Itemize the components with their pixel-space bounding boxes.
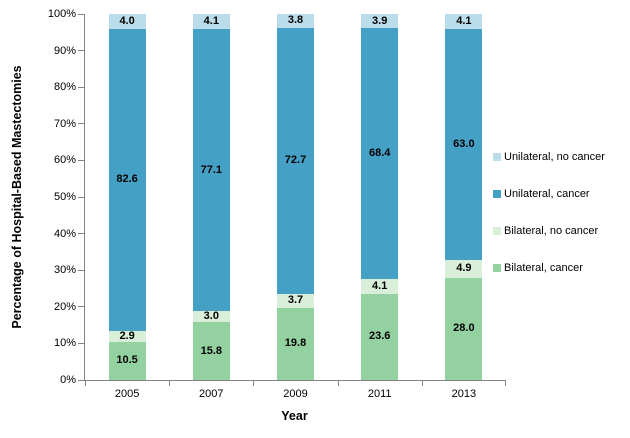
- y-tick-label: 100%: [47, 8, 76, 20]
- y-axis-tick: [78, 233, 84, 235]
- bar-segment-2009-unilateral-no-cancer: 3.8: [277, 14, 314, 28]
- y-axis-tick: [78, 13, 84, 15]
- bar-value-label: 77.1: [200, 163, 222, 176]
- y-axis-tick: [78, 123, 84, 125]
- bar-segment-2009-bilateral-cancer: 19.8: [277, 307, 314, 380]
- bar-value-label: 3.7: [287, 294, 304, 307]
- bar-value-label: 3.0: [203, 310, 219, 323]
- y-axis-tick: [78, 342, 84, 344]
- y-tick-label: 0%: [60, 374, 76, 386]
- y-axis-tick: [78, 50, 84, 52]
- y-tick-label: 20%: [53, 300, 76, 313]
- bar-segment-2005-unilateral-no-cancer: 4.0: [108, 14, 146, 29]
- bar-value-label: 4.0: [119, 14, 135, 27]
- legend-label: Bilateral, cancer: [504, 262, 583, 274]
- y-tick-label: 60%: [53, 154, 76, 167]
- bar-segment-2009-bilateral-no-cancer: 3.7: [277, 294, 314, 308]
- legend-label: Bilateral, no cancer: [504, 225, 599, 237]
- y-axis-tick: [78, 86, 84, 88]
- y-axis-title: Percentage of Hospital-Based Mastectomie…: [10, 65, 24, 329]
- legend-item-bilateral-cancer: Bilateral, cancer: [493, 258, 605, 278]
- bar-segment-2011-unilateral-cancer: 68.4: [361, 28, 399, 279]
- bar-segment-2007-bilateral-cancer: 15.8: [192, 322, 230, 380]
- bar-value-label: 23.6: [368, 330, 391, 343]
- bar-value-label: 3.9: [372, 14, 388, 27]
- bar-2011: 23.6 4.1 68.4 3.9: [361, 14, 399, 380]
- y-tick-label: 70%: [53, 117, 76, 130]
- x-axis-tick: [337, 381, 339, 386]
- bar-2013: 28.0 4.9 63.0 4.1: [445, 14, 483, 380]
- legend-item-unilateral-cancer: Unilateral, cancer: [493, 184, 605, 204]
- legend-swatch-unilateral-no-cancer: [493, 153, 501, 161]
- y-tick-label: 10%: [53, 337, 76, 350]
- bar-2009: 19.8 3.7 72.7 3.8: [277, 14, 314, 380]
- y-tick-label: 80%: [53, 81, 76, 94]
- bar-segment-2011-bilateral-no-cancer: 4.1: [361, 278, 399, 294]
- bar-segment-2013-bilateral-no-cancer: 4.9: [445, 259, 483, 278]
- legend-item-unilateral-no-cancer: Unilateral, no cancer: [493, 147, 605, 167]
- bar-segment-2007-unilateral-cancer: 77.1: [192, 29, 230, 312]
- x-category-label-2009: 2009: [283, 388, 308, 400]
- legend-label: Unilateral, cancer: [504, 188, 590, 200]
- legend-swatch-bilateral-cancer: [493, 264, 501, 272]
- bar-value-label: 3.8: [287, 14, 304, 27]
- y-tick-label: 30%: [53, 264, 76, 277]
- x-axis-tick: [421, 381, 423, 386]
- x-category-label-2013: 2013: [451, 388, 477, 400]
- bar-value-label: 4.1: [203, 15, 219, 28]
- legend-label: Unilateral, no cancer: [504, 151, 605, 163]
- bar-segment-2011-bilateral-cancer: 23.6: [361, 293, 399, 380]
- bar-value-label: 2.9: [119, 329, 135, 342]
- bar-value-label: 82.6: [116, 173, 138, 186]
- y-tick-label: 50%: [53, 191, 76, 203]
- bar-2005: 10.5 2.9 82.6 4.0: [108, 14, 146, 380]
- y-axis-tick: [78, 269, 84, 271]
- x-category-label-2005: 2005: [114, 388, 140, 400]
- bar-value-label: 68.4: [368, 146, 391, 159]
- y-tick-label: 90%: [53, 44, 76, 57]
- bar-segment-2007-bilateral-no-cancer: 3.0: [192, 310, 230, 323]
- bar-value-label: 28.0: [453, 322, 475, 335]
- bar-value-label: 63.0: [453, 137, 475, 150]
- bar-segment-2011-unilateral-no-cancer: 3.9: [361, 14, 399, 29]
- bar-value-label: 19.8: [284, 337, 307, 350]
- bar-segment-2007-unilateral-no-cancer: 4.1: [192, 14, 230, 30]
- bar-value-label: 4.1: [456, 15, 472, 28]
- y-axis-tick: [78, 196, 84, 198]
- legend: Unilateral, no cancer Unilateral, cancer B…: [493, 147, 605, 295]
- bar-segment-2005-bilateral-no-cancer: 2.9: [108, 329, 146, 342]
- bar-value-label: 4.1: [372, 279, 388, 292]
- x-axis-tick: [85, 381, 86, 386]
- x-axis-tick: [253, 381, 255, 386]
- x-axis-title: Year: [281, 409, 308, 423]
- y-axis-tick: [78, 306, 84, 308]
- x-axis-tick: [169, 381, 171, 386]
- legend-swatch-bilateral-no-cancer: [493, 227, 501, 235]
- bar-value-label: 72.7: [284, 154, 307, 167]
- bar-value-label: 4.9: [456, 262, 472, 275]
- bar-segment-2009-unilateral-cancer: 72.7: [277, 27, 314, 295]
- x-category-label-2007: 2007: [199, 388, 224, 400]
- bar-value-label: 15.8: [200, 344, 222, 357]
- bar-segment-2005-bilateral-cancer: 10.5: [108, 341, 146, 380]
- x-axis-tick: [505, 381, 506, 386]
- bar-segment-2013-bilateral-cancer: 28.0: [445, 277, 483, 380]
- bar-segment-2005-unilateral-cancer: 82.6: [108, 28, 146, 331]
- x-category-label-2011: 2011: [367, 388, 392, 400]
- legend-item-bilateral-no-cancer: Bilateral, no cancer: [493, 221, 605, 241]
- bar-2007: 15.8 3.0 77.1 4.1: [192, 14, 230, 380]
- y-axis-tick: [78, 379, 84, 381]
- bar-segment-2013-unilateral-no-cancer: 4.1: [445, 14, 483, 30]
- y-tick-label: 40%: [53, 227, 76, 240]
- bar-segment-2013-unilateral-cancer: 63.0: [445, 29, 483, 260]
- bar-value-label: 10.5: [116, 354, 138, 367]
- y-axis-tick: [78, 159, 84, 161]
- legend-swatch-unilateral-cancer: [493, 190, 501, 198]
- plot-area: 0% 10% 20% 30% 40% 50% 60% 70% 80% 90% 100% 10.5 2.9…: [48, 8, 506, 400]
